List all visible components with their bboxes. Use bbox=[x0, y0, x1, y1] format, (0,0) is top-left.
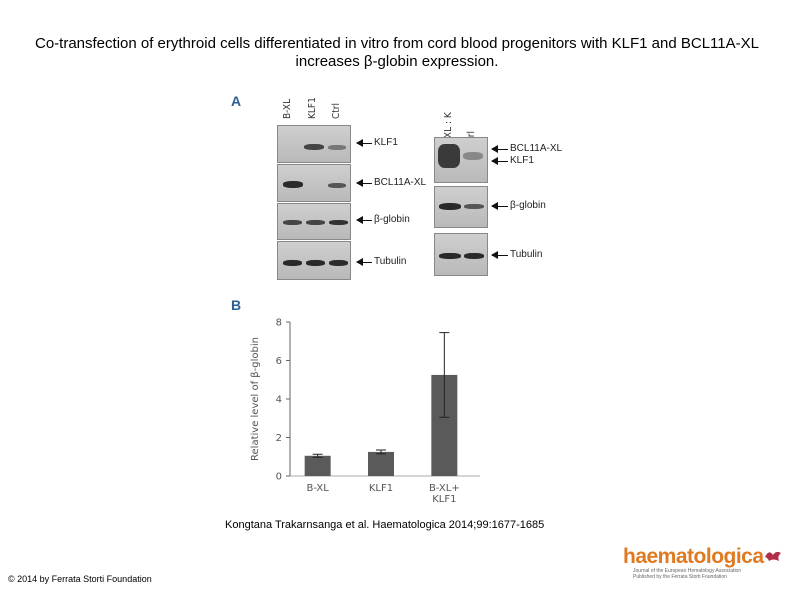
band bbox=[283, 220, 302, 225]
band bbox=[464, 253, 484, 259]
band bbox=[329, 260, 348, 266]
haematologica-logo: haematologica Journal of the European He… bbox=[605, 545, 785, 581]
arrow-tubulin-left bbox=[356, 258, 372, 266]
lane-label-ctrl: Ctrl bbox=[331, 102, 342, 119]
arrow-bcl11a-left bbox=[356, 179, 372, 187]
y-tick-label: 0 bbox=[276, 472, 282, 483]
band-label-bcl11a-left: BCL11A-XL bbox=[374, 177, 427, 188]
x-tick-label: KLF1 bbox=[432, 494, 456, 505]
y-tick-label: 6 bbox=[276, 356, 282, 367]
dragon-icon bbox=[765, 551, 781, 561]
y-tick-label: 8 bbox=[276, 318, 282, 329]
band bbox=[463, 152, 483, 160]
arrow-bglobin-left bbox=[356, 216, 372, 224]
lane-label-bxl: B-XL bbox=[282, 98, 293, 119]
band-label-klf1-right: KLF1 bbox=[510, 155, 534, 166]
band bbox=[306, 220, 325, 225]
y-tick-label: 2 bbox=[276, 433, 282, 444]
band bbox=[306, 260, 325, 266]
blot-bglobin-right bbox=[434, 186, 488, 228]
panel-b-letter: B bbox=[231, 297, 242, 313]
arrow-bcl11a-right bbox=[491, 145, 508, 153]
band-label-bglobin-right: β-globin bbox=[510, 200, 546, 211]
band bbox=[328, 145, 346, 150]
arrow-klf1-right bbox=[491, 157, 508, 165]
x-tick-label: KLF1 bbox=[369, 483, 393, 494]
band-label-klf1-left: KLF1 bbox=[374, 137, 398, 148]
band bbox=[304, 144, 324, 150]
band bbox=[283, 181, 303, 188]
arrow-tubulin-right bbox=[491, 251, 508, 259]
band bbox=[439, 203, 461, 210]
bar bbox=[304, 455, 331, 476]
x-tick-label: B-XL bbox=[306, 483, 329, 494]
x-tick-label: B-XL+ bbox=[429, 483, 460, 494]
band bbox=[439, 253, 461, 259]
blot-bcl11a-left bbox=[277, 164, 351, 202]
blot-klf1-left bbox=[277, 125, 351, 163]
citation: Kongtana Trakarnsanga et al. Haematologi… bbox=[225, 519, 545, 531]
band bbox=[283, 260, 302, 266]
arrow-klf1-left bbox=[356, 139, 372, 147]
logo-subtitle-2: Published by the Ferrata Storti Foundati… bbox=[633, 574, 727, 580]
band bbox=[329, 220, 348, 225]
logo-subtitle-1: Journal of the European Hematology Assoc… bbox=[633, 568, 742, 574]
blot-bglobin-left bbox=[277, 203, 351, 240]
band-label-bglobin-left: β-globin bbox=[374, 214, 410, 225]
copyright: © 2014 by Ferrata Storti Foundation bbox=[8, 574, 152, 584]
arrow-bglobin-right bbox=[491, 202, 508, 210]
blot-bcl11a-klf1-right bbox=[434, 137, 488, 183]
y-axis-label: Relative level of β-globin bbox=[250, 337, 261, 461]
figure-title: Co-transfection of erythroid cells diffe… bbox=[35, 35, 759, 70]
y-tick-label: 4 bbox=[276, 395, 282, 406]
band bbox=[328, 183, 346, 188]
panel-a-letter: A bbox=[231, 93, 242, 109]
band bbox=[438, 144, 460, 168]
bar bbox=[368, 451, 394, 476]
band-label-tubulin-right: Tubulin bbox=[510, 249, 543, 260]
logo-wordmark: haematologica bbox=[623, 545, 764, 568]
blot-tubulin-right bbox=[434, 233, 488, 276]
band bbox=[464, 204, 484, 209]
lane-label-klf1: KLF1 bbox=[307, 97, 318, 119]
band-label-bcl11a-right: BCL11A-XL bbox=[510, 143, 563, 154]
blot-tubulin-left bbox=[277, 241, 351, 280]
band-label-tubulin-left: Tubulin bbox=[374, 256, 407, 267]
